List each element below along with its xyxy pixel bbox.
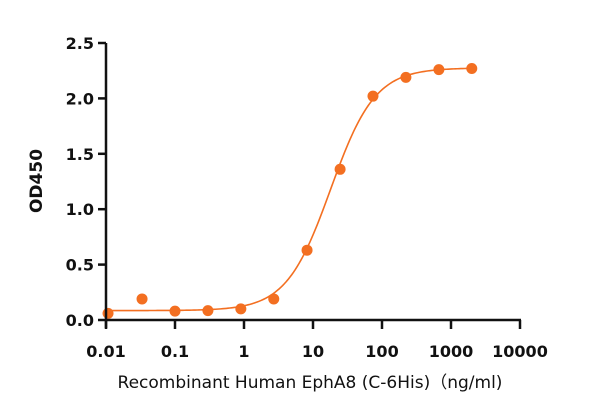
data-point <box>169 305 181 317</box>
x-tick-label: 100 <box>365 342 398 361</box>
y-tick-label: 0.5 <box>66 256 94 275</box>
data-point <box>235 303 247 315</box>
y-tick-label: 1.0 <box>66 200 94 219</box>
x-axis-title: Recombinant Human EphA8 (C-6His)（ng/ml) <box>118 373 503 393</box>
plot-area <box>102 62 478 319</box>
y-tick-label: 1.5 <box>66 145 94 164</box>
y-tick-label: 2.0 <box>66 89 94 108</box>
x-tick-label: 10000 <box>492 342 548 361</box>
x-tick-label: 0.1 <box>161 342 189 361</box>
data-point <box>400 71 412 83</box>
data-point <box>334 163 346 175</box>
x-tick-label: 1000 <box>429 342 474 361</box>
data-point <box>367 90 379 102</box>
x-tick-label: 0.01 <box>86 342 125 361</box>
y-tick-label: 2.5 <box>66 34 94 53</box>
data-point <box>136 293 148 305</box>
axes: 0.0 0.5 1.0 1.5 2.0 2.5 0.01 0.1 1 10 100 1000 10000 <box>66 34 548 361</box>
data-point <box>268 293 280 305</box>
data-point <box>102 307 114 319</box>
y-axis-title: OD450 <box>27 149 47 213</box>
y-tick-label: 0.0 <box>66 311 94 330</box>
data-point <box>466 62 478 74</box>
data-point <box>301 244 313 256</box>
x-tick-label: 1 <box>238 342 249 361</box>
x-tick-label: 10 <box>302 342 324 361</box>
fit-curve <box>108 67 472 312</box>
data-point <box>433 64 445 76</box>
data-point <box>202 305 214 317</box>
